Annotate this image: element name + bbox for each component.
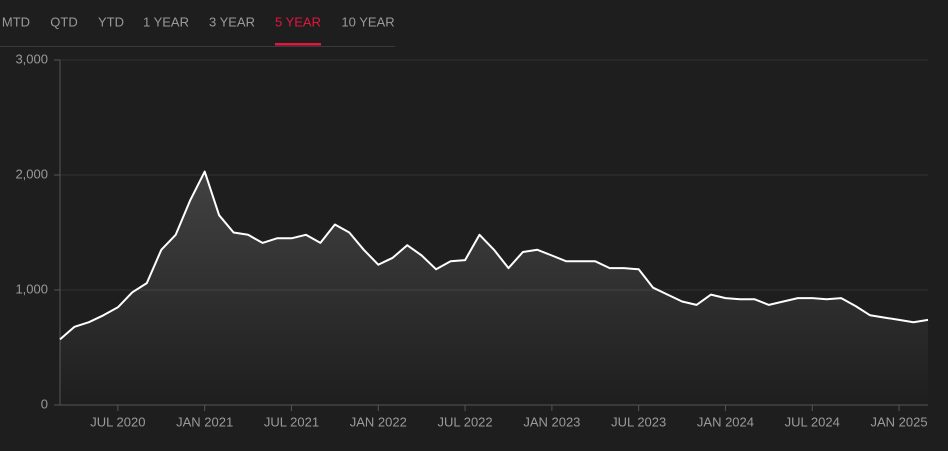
x-tick-label: JAN 2022 <box>350 414 407 429</box>
tab[interactable]: QTD <box>50 14 77 29</box>
tab[interactable]: 10 YEAR <box>341 14 394 29</box>
x-tick-label: JUL 2022 <box>437 414 492 429</box>
x-tick-label: JAN 2021 <box>176 414 233 429</box>
y-tick-label: 0 <box>41 396 48 411</box>
y-tick-label: 2,000 <box>15 166 48 181</box>
price-line <box>59 170 929 341</box>
area-fill <box>60 171 928 405</box>
x-tick-label: JUL 2024 <box>785 414 840 429</box>
tab[interactable]: 5 YEAR <box>275 14 321 29</box>
y-tick-label: 3,000 <box>15 51 48 66</box>
x-tick-label: JUL 2021 <box>264 414 319 429</box>
x-tick-label: JUL 2023 <box>611 414 666 429</box>
x-tick-label: JAN 2025 <box>871 414 928 429</box>
tab-underline <box>274 43 322 46</box>
tab[interactable]: 1 YEAR <box>143 14 189 29</box>
x-tick-label: JUL 2020 <box>90 414 145 429</box>
tab[interactable]: MTD <box>2 14 30 29</box>
tab[interactable]: YTD <box>98 14 124 29</box>
y-tick-label: 1,000 <box>15 281 48 296</box>
tab[interactable]: 3 YEAR <box>209 14 255 29</box>
x-tick-label: JAN 2024 <box>697 414 754 429</box>
x-tick-label: JAN 2023 <box>523 414 580 429</box>
